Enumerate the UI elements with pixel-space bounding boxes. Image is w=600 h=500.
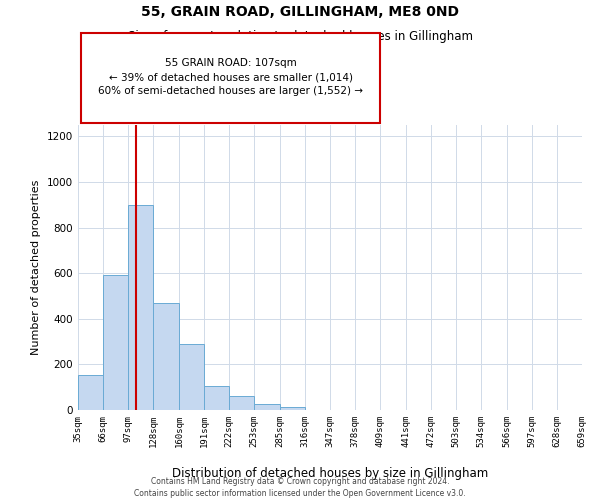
Bar	[128, 205, 153, 410]
Bar	[280, 407, 305, 410]
Bar	[78, 374, 103, 410]
Bar	[179, 344, 204, 410]
Bar	[254, 404, 280, 410]
Text: Contains HM Land Registry data © Crown copyright and database right 2024.
Contai: Contains HM Land Registry data © Crown c…	[134, 476, 466, 498]
Text: 55 GRAIN ROAD: 107sqm
← 39% of detached houses are smaller (1,014)
60% of semi-d: 55 GRAIN ROAD: 107sqm ← 39% of detached …	[98, 58, 363, 96]
Text: 55, GRAIN ROAD, GILLINGHAM, ME8 0ND: 55, GRAIN ROAD, GILLINGHAM, ME8 0ND	[141, 5, 459, 19]
Bar	[103, 276, 128, 410]
Y-axis label: Number of detached properties: Number of detached properties	[31, 180, 41, 355]
Bar	[204, 386, 229, 410]
Text: Size of property relative to detached houses in Gillingham: Size of property relative to detached ho…	[128, 30, 473, 43]
Bar	[229, 396, 254, 410]
Text: Distribution of detached houses by size in Gillingham: Distribution of detached houses by size …	[172, 467, 488, 480]
Bar	[153, 303, 179, 410]
